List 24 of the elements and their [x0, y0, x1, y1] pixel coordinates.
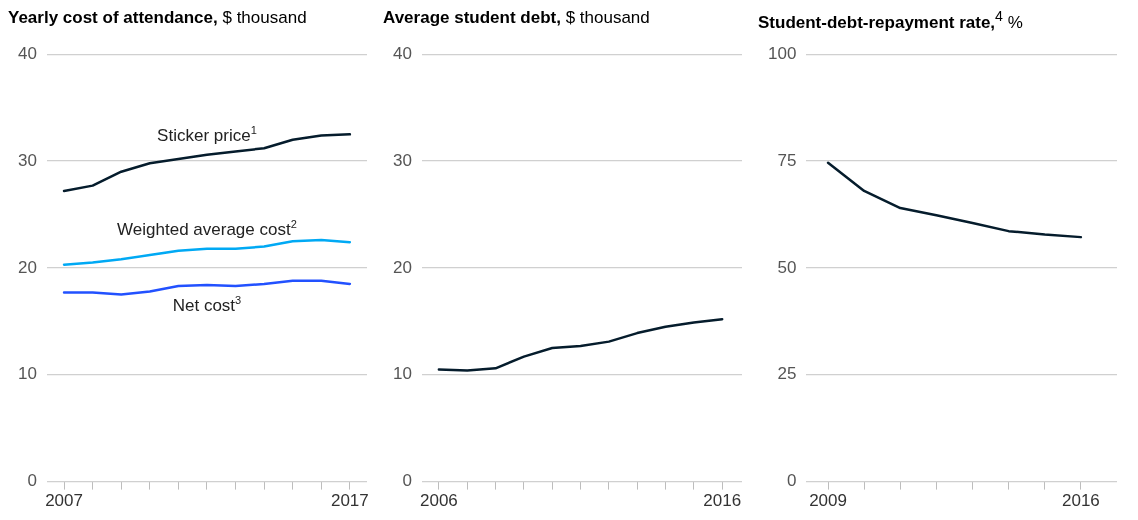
x-tick-label: 2016 [703, 491, 742, 511]
y-tick-label: 40 [17, 43, 37, 63]
y-tick-label: 30 [392, 150, 412, 170]
y-tick-label: 40 [392, 43, 412, 63]
chart-title: Student-debt-repayment rate,$^{4}$ % [758, 8, 1023, 32]
chart-title: Yearly cost of attendance, $ thousand [8, 8, 307, 27]
y-tick-label: 0 [27, 471, 37, 491]
y-tick-label: 50 [777, 257, 797, 277]
y-tick-label: 0 [402, 471, 412, 491]
x-tick-label: 2017 [330, 491, 369, 511]
y-tick-label: 10 [392, 364, 412, 384]
y-tick-label: 20 [17, 257, 37, 277]
x-tick-label: 2009 [809, 491, 847, 511]
x-tick-label: 2006 [419, 491, 458, 511]
x-tick-label: 2007 [45, 491, 83, 511]
y-tick-label: 30 [17, 150, 37, 170]
y-tick-label: 20 [392, 257, 412, 277]
y-tick-label: 100 [767, 43, 797, 63]
chart-title: Average student debt, $ thousand [383, 8, 650, 27]
y-tick-label: 0 [786, 471, 797, 491]
y-tick-label: 10 [17, 364, 37, 384]
y-tick-label: 25 [777, 364, 797, 384]
y-tick-label: 75 [777, 150, 797, 170]
x-tick-label: 2016 [1061, 491, 1100, 511]
